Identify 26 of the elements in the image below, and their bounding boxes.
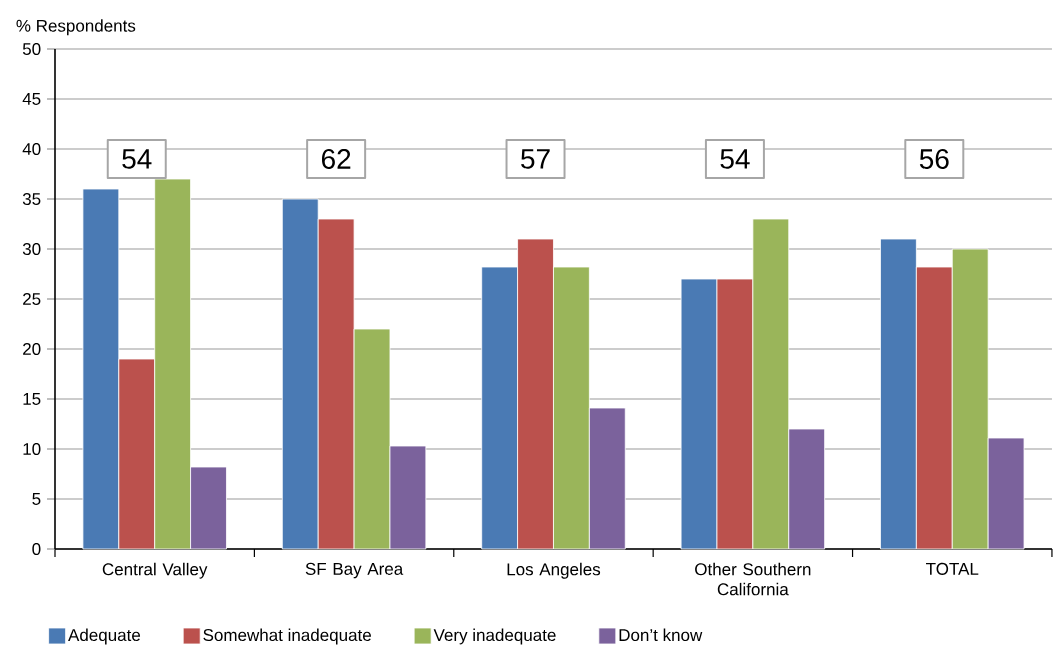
annotation: 54 — [122, 149, 152, 169]
y-axis-title: % Respondents — [16, 19, 136, 36]
annotation: 56 — [919, 149, 949, 169]
legend-label: Somewhat inadequate — [203, 628, 371, 645]
x-tick-label: Los Angeles — [507, 562, 601, 579]
y-tick-label: 0 — [32, 542, 41, 556]
y-tick-label: 10 — [23, 442, 41, 456]
legend-label: Adequate — [68, 628, 141, 645]
y-tick-label: 25 — [23, 292, 41, 306]
y-tick-label: 20 — [23, 342, 41, 356]
y-tick-label: 35 — [22, 192, 41, 206]
legend-label: Don’t know — [619, 628, 703, 642]
y-tick-label: 45 — [22, 93, 41, 105]
annotation: 54 — [720, 149, 750, 169]
legend-label: Very inadequate — [433, 628, 556, 645]
y-tick-label: 15 — [23, 393, 41, 405]
y-tick-label: 50 — [22, 42, 41, 56]
annotation: 57 — [521, 149, 550, 169]
x-tick-label: TOTAL — [926, 562, 979, 575]
y-tick-label: 40 — [22, 142, 41, 156]
annotation: 62 — [321, 149, 351, 169]
y-tick-label: 5 — [32, 493, 41, 505]
x-tick-label: Central Valley — [102, 562, 208, 579]
x-tick-label: Other Southern California — [695, 562, 811, 596]
x-tick-label: SF Bay Area — [305, 562, 404, 579]
y-tick-label: 30 — [22, 242, 41, 256]
